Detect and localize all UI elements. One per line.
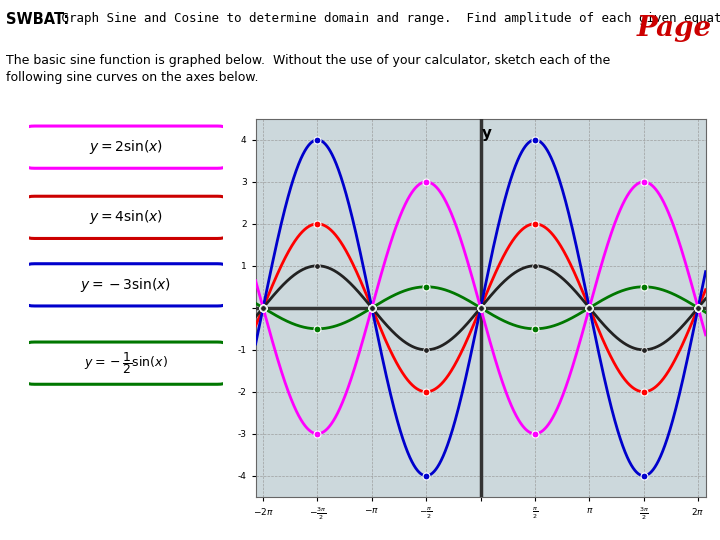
Text: Page: Page	[636, 15, 711, 42]
FancyBboxPatch shape	[27, 196, 225, 239]
Text: y: y	[482, 126, 492, 141]
Text: Graph Sine and Cosine to determine domain and range.  Find amplitude of each giv: Graph Sine and Cosine to determine domai…	[54, 12, 720, 25]
Text: $y = 2\sin(x)$: $y = 2\sin(x)$	[89, 138, 163, 156]
Text: $y = -\dfrac{1}{2}\sin(x)$: $y = -\dfrac{1}{2}\sin(x)$	[84, 350, 168, 376]
FancyBboxPatch shape	[27, 264, 225, 306]
FancyBboxPatch shape	[27, 342, 225, 384]
Text: SWBAT:: SWBAT:	[6, 12, 69, 27]
Text: $y = 4\sin(x)$: $y = 4\sin(x)$	[89, 208, 163, 226]
FancyBboxPatch shape	[27, 126, 225, 168]
Text: The basic sine function is graphed below.  Without the use of your calculator, s: The basic sine function is graphed below…	[6, 54, 610, 84]
Text: $y = -3\sin(x)$: $y = -3\sin(x)$	[81, 276, 171, 294]
